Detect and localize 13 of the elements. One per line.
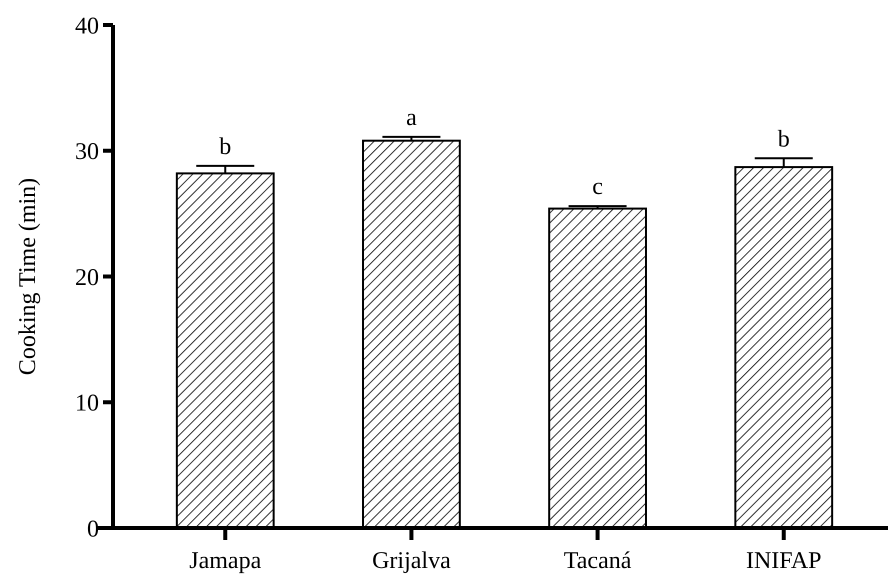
y-tick-label: 20 — [75, 264, 99, 291]
annotation: a — [406, 104, 418, 131]
y-axis-title: Cooking Time (min) — [15, 178, 41, 376]
annotation: c — [592, 174, 603, 200]
y-tick-label: 30 — [75, 139, 99, 166]
x-tick-label: Grijalva — [372, 548, 452, 574]
annotation: b — [778, 126, 790, 152]
y-tick-label: 40 — [75, 13, 99, 40]
y-tick-label: 10 — [75, 390, 99, 417]
annotation: b — [219, 134, 232, 160]
x-tick-label: Jamapa — [189, 548, 262, 574]
x-tick-label: Tacaná — [564, 548, 632, 574]
x-tick-label: INIFAP — [746, 548, 822, 574]
